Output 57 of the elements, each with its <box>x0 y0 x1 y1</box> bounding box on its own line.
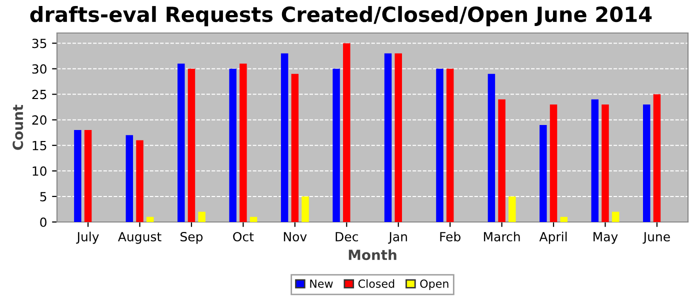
bar <box>591 99 599 222</box>
bar <box>250 216 258 222</box>
x-axis-title: Month <box>348 249 396 260</box>
bar <box>188 68 196 222</box>
x-tick-label: July <box>76 232 99 244</box>
y-tick-label: 30 <box>32 64 46 74</box>
bar <box>198 212 206 222</box>
x-tick-label: Jan <box>388 232 407 244</box>
bar <box>508 196 516 222</box>
bar <box>332 68 340 222</box>
x-tick-label: April <box>539 232 567 244</box>
bar <box>436 68 444 222</box>
bar <box>126 135 134 222</box>
bar <box>394 53 402 222</box>
bar <box>446 68 454 222</box>
y-tick-label: 5 <box>40 192 46 202</box>
x-tick-label: Sep <box>180 232 203 244</box>
x-tick-label: June <box>642 232 670 244</box>
bar <box>240 64 247 222</box>
x-tick-label: Feb <box>440 232 460 242</box>
bar <box>84 130 92 222</box>
y-tick-label: 15 <box>32 141 46 150</box>
bar <box>498 99 506 222</box>
bar <box>343 43 350 222</box>
y-axis-title: Count <box>12 104 24 150</box>
legend-label: Open <box>420 279 448 290</box>
x-tick-label: May <box>594 232 618 244</box>
bar <box>550 104 558 222</box>
bar <box>560 216 568 222</box>
y-tick-label: 10 <box>32 166 46 176</box>
bar <box>302 196 309 222</box>
x-tick-label: Nov <box>284 232 307 242</box>
bar <box>384 53 392 222</box>
x-tick-label: March <box>484 232 520 242</box>
bar <box>540 124 547 222</box>
y-tick-label: 20 <box>32 115 46 125</box>
bar <box>291 74 299 222</box>
x-tick-label: August <box>118 232 162 244</box>
chart-title: drafts-eval Requests Created/Closed/Open June 2014 <box>30 6 652 26</box>
bar <box>178 64 185 222</box>
y-tick-label: 25 <box>32 90 46 100</box>
bar <box>74 130 82 222</box>
y-tick-label: 35 <box>32 38 46 48</box>
bar <box>653 94 661 222</box>
bar <box>488 74 496 222</box>
bar <box>146 216 154 222</box>
bar <box>612 212 620 222</box>
x-tick-label: Oct <box>233 232 254 242</box>
x-tick-label: Dec <box>336 232 358 242</box>
legend-label: New <box>310 280 333 288</box>
bar <box>280 53 288 222</box>
bar <box>643 104 650 222</box>
bar <box>602 104 609 222</box>
bar <box>136 140 144 222</box>
bar <box>229 68 236 222</box>
legend-label: Closed <box>358 279 394 288</box>
y-tick-label: 0 <box>40 217 46 227</box>
